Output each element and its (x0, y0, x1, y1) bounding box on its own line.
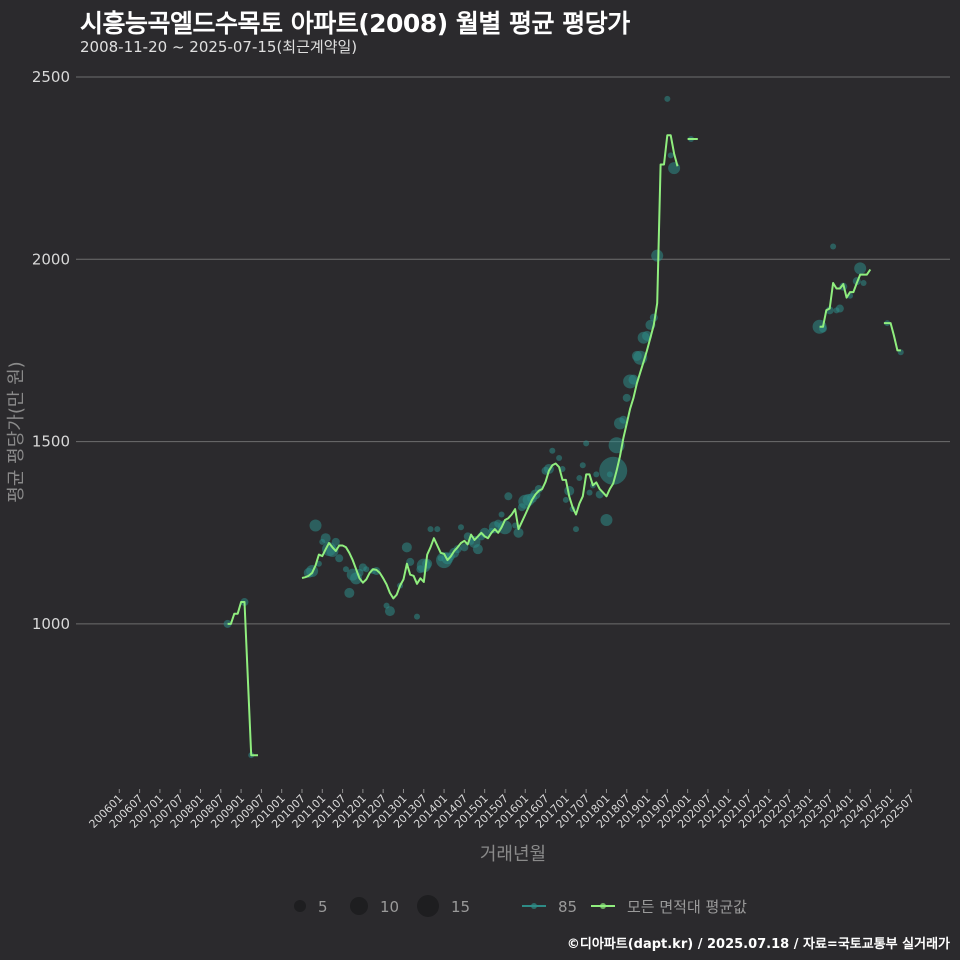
data-bubble (583, 440, 590, 447)
data-bubble (342, 566, 349, 573)
data-bubble (825, 306, 834, 315)
data-bubble (335, 554, 344, 563)
line-series-average (227, 134, 901, 757)
data-bubble (619, 415, 628, 424)
legend-size-circle (417, 895, 439, 917)
data-bubble (576, 475, 583, 482)
data-bubble (472, 544, 483, 555)
data-bubble (854, 262, 867, 275)
bubble-series-85 (223, 95, 904, 759)
data-bubble (835, 304, 844, 313)
data-bubble (384, 606, 395, 617)
legend-point-key (600, 903, 606, 909)
legend-size-label: 10 (380, 898, 399, 916)
data-bubble (668, 162, 681, 175)
grid-lines (76, 76, 950, 625)
average-line-segment (227, 601, 258, 757)
legend-size-circle (350, 897, 368, 915)
data-bubble (599, 456, 628, 485)
data-bubble (427, 526, 434, 533)
data-bubble (406, 557, 415, 566)
data-bubble (401, 542, 412, 553)
data-bubble (562, 496, 569, 503)
data-bubble (860, 279, 867, 286)
data-bubble (579, 462, 586, 469)
data-bubble (479, 527, 490, 538)
x-axis-title: 거래년월 (480, 844, 546, 865)
footer-credit: ©디아파트(dapt.kr) / 2025.07.18 / 자료=국토교통부 실… (566, 937, 950, 952)
legend: 5 10 15 85 모든 면적대 평균값 (294, 895, 747, 917)
average-line-segment (819, 268, 872, 328)
average-line-segment (301, 134, 679, 600)
chart-subtitle: 2008-11-20 ~ 2025-07-15(최근계약일) (80, 38, 358, 56)
chart-title: 시흥능곡엘드수목토 아파트(2008) 월별 평균 평당가 (80, 9, 630, 38)
data-bubble (309, 519, 322, 532)
data-bubble (512, 522, 519, 529)
data-bubble (460, 543, 469, 552)
y-tick-label: 2500 (32, 68, 70, 86)
data-bubble (628, 374, 639, 385)
data-bubble (664, 95, 671, 102)
data-bubble (573, 526, 580, 533)
data-bubble (326, 544, 339, 557)
data-bubble (622, 393, 631, 402)
data-bubble (498, 511, 505, 518)
y-tick-label: 2000 (32, 250, 70, 268)
data-bubble (556, 455, 563, 462)
data-bubble (422, 558, 433, 569)
legend-series-label: 모든 면적대 평균값 (627, 898, 747, 916)
data-bubble (504, 492, 513, 501)
data-bubble (331, 537, 340, 546)
legend-size-label: 15 (451, 898, 470, 916)
data-bubble (549, 447, 556, 454)
data-bubble (586, 489, 593, 496)
legend-point-key (531, 903, 537, 909)
y-axis-title: 평균 평당가(만 원) (6, 361, 27, 502)
legend-size-label: 5 (318, 898, 328, 916)
y-axis-ticks: 1000 1500 2000 2500 (32, 68, 70, 633)
data-bubble (453, 545, 462, 554)
data-bubble (344, 587, 355, 598)
data-bubble (667, 152, 674, 159)
data-bubble (600, 513, 613, 526)
legend-series-label: 85 (558, 898, 577, 916)
y-tick-label: 1500 (32, 433, 70, 451)
data-bubble (651, 249, 664, 262)
data-bubble (414, 613, 421, 620)
data-bubble (363, 566, 370, 573)
data-bubble (457, 524, 464, 531)
data-bubble (497, 520, 512, 535)
legend-size-circle (294, 900, 306, 912)
average-line-segment (883, 322, 901, 352)
data-bubble (320, 533, 331, 544)
data-bubble (830, 243, 837, 250)
data-bubble (513, 527, 524, 538)
data-bubble (593, 471, 600, 478)
x-axis-ticks: 2006012006072007012007072008012008072009… (87, 789, 917, 831)
y-tick-label: 1000 (32, 615, 70, 633)
data-bubble (434, 526, 441, 533)
data-bubble (534, 484, 543, 493)
data-bubble (223, 619, 232, 628)
